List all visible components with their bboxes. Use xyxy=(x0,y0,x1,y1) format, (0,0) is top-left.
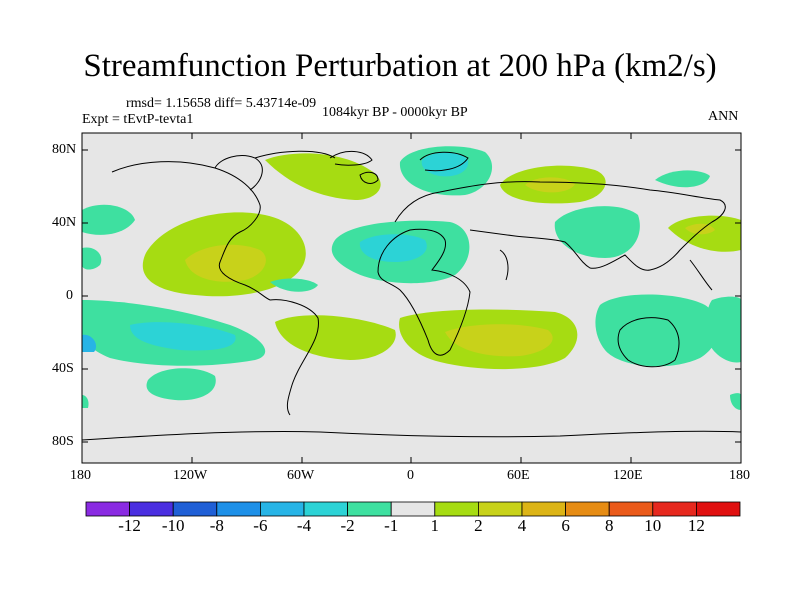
colorbar-label: 10 xyxy=(644,516,662,535)
colorbar-swatch xyxy=(608,501,654,517)
colorbar-label: -2 xyxy=(340,516,355,535)
colorbar-label: -8 xyxy=(209,516,224,535)
colorbar-swatch xyxy=(216,501,261,517)
x-tick-label: 120E xyxy=(613,468,643,483)
colorbar-label: 1 xyxy=(430,516,440,535)
x-tick-label: 180 xyxy=(729,468,750,483)
colorbar-swatch xyxy=(477,501,523,517)
map-title: Streamfunction Perturbation at 200 hPa (… xyxy=(83,48,717,84)
colorbar-swatch xyxy=(129,501,174,517)
colorbar-swatch xyxy=(390,501,436,517)
y-tick-label: 0 xyxy=(66,288,73,303)
x-tick-label: 0 xyxy=(407,468,414,483)
colorbar-label: 2 xyxy=(474,516,483,535)
x-tick-label: 120W xyxy=(173,468,208,483)
y-tick-label: 80S xyxy=(52,434,74,449)
colorbar-swatch xyxy=(521,501,566,517)
contour-fields xyxy=(82,146,741,441)
colorbar-swatch xyxy=(652,501,697,517)
colorbar-label: -1 xyxy=(384,516,399,535)
colorbar-swatch xyxy=(696,501,741,517)
colorbar-label: -12 xyxy=(118,516,141,535)
negative-contours xyxy=(82,146,741,410)
period-label: 1084kyr BP - 0000kyr BP xyxy=(322,105,468,120)
positive-contours xyxy=(142,153,741,370)
colorbar-swatch xyxy=(347,501,392,517)
colorbar-swatch xyxy=(303,501,348,517)
y-tick-marks xyxy=(82,149,741,443)
x-tick-marks xyxy=(81,133,742,463)
experiment-label: Expt = tEvtP-tevta1 xyxy=(82,112,194,127)
y-tick-label: 40S xyxy=(52,361,74,376)
colorbar-label: 4 xyxy=(517,516,527,535)
colorbar-label: 6 xyxy=(561,516,570,535)
colorbar-label: 8 xyxy=(604,516,614,535)
season-label: ANN xyxy=(708,109,739,124)
y-tick-label: 80N xyxy=(52,142,77,157)
colorbar-swatch xyxy=(565,501,610,517)
x-tick-label: 60W xyxy=(287,468,315,483)
colorbar-swatch xyxy=(434,501,479,517)
colorbar xyxy=(85,501,741,517)
colorbar-label: -10 xyxy=(161,516,185,535)
x-tick-label: 60E xyxy=(507,468,530,483)
colorbar-label: -6 xyxy=(253,516,268,535)
colorbar-swatch xyxy=(172,501,218,517)
stats-text: rmsd= 1.15658 diff= 5.43714e-09 xyxy=(126,96,317,111)
x-tick-label: 180 xyxy=(70,468,91,483)
colorbar-label: 12 xyxy=(687,516,705,535)
coastlines xyxy=(82,150,741,441)
colorbar-swatch xyxy=(259,501,305,517)
y-tick-label: 40N xyxy=(52,215,77,230)
colorbar-swatch xyxy=(85,501,130,517)
colorbar-label: -4 xyxy=(296,516,312,535)
